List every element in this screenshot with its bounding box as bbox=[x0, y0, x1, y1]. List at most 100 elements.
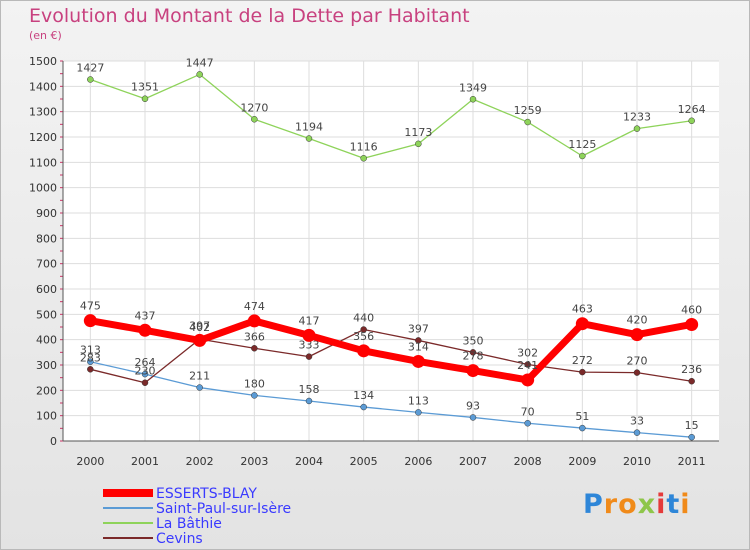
legend-item: Saint-Paul-sur-Isère bbox=[103, 501, 291, 517]
y-tick-label: 1300 bbox=[29, 106, 57, 119]
y-tick-label: 1100 bbox=[29, 156, 57, 169]
data-point bbox=[521, 373, 535, 387]
data-point bbox=[524, 420, 531, 427]
legend-item: ESSERTS-BLAY bbox=[103, 486, 257, 502]
data-point bbox=[469, 414, 477, 421]
data-point bbox=[302, 328, 316, 342]
chart-title: Evolution du Montant de la Dette par Hab… bbox=[29, 5, 470, 27]
data-label: 1173 bbox=[404, 126, 432, 139]
data-point bbox=[415, 337, 422, 344]
data-point bbox=[141, 370, 149, 378]
data-point bbox=[466, 364, 480, 378]
data-label: 51 bbox=[575, 410, 589, 423]
series-saint-paul-sur-is-re: 313 264 211 180 158 134 113 93 70 51 33 15 bbox=[80, 344, 699, 441]
data-point bbox=[193, 333, 207, 347]
data-label: 475 bbox=[80, 300, 101, 313]
data-label: 15 bbox=[685, 419, 699, 432]
x-tick-label: 2004 bbox=[295, 455, 323, 468]
data-point bbox=[305, 353, 313, 360]
data-point bbox=[469, 349, 477, 356]
y-tick-label: 200 bbox=[36, 384, 57, 397]
data-label: 236 bbox=[681, 363, 702, 376]
series-cevins: 283 230 402 366 333 440 397 350 302 272 270 236 bbox=[80, 312, 702, 386]
data-label: 1125 bbox=[568, 138, 596, 151]
data-label: 1270 bbox=[240, 101, 268, 114]
y-tick-label: 600 bbox=[36, 283, 57, 296]
data-point bbox=[579, 368, 586, 376]
data-point bbox=[415, 409, 422, 416]
data-point bbox=[251, 345, 258, 352]
y-tick-label: 300 bbox=[36, 359, 57, 372]
data-point bbox=[688, 117, 695, 125]
chart-subtitle: (en €) bbox=[29, 29, 62, 42]
data-point bbox=[685, 317, 699, 331]
data-label: 70 bbox=[521, 405, 535, 418]
data-label: 1194 bbox=[295, 121, 323, 134]
data-label: 272 bbox=[572, 354, 593, 367]
data-point bbox=[196, 384, 203, 391]
data-label: 278 bbox=[463, 350, 484, 363]
data-point bbox=[357, 344, 371, 358]
data-point bbox=[305, 397, 313, 405]
y-tick-label: 500 bbox=[36, 308, 57, 321]
data-point bbox=[251, 392, 258, 399]
y-tick-label: 100 bbox=[36, 410, 57, 423]
data-label: 302 bbox=[517, 346, 538, 359]
data-label: 283 bbox=[80, 351, 101, 364]
data-point bbox=[524, 361, 531, 368]
data-point bbox=[575, 317, 589, 331]
y-tick-label: 900 bbox=[36, 207, 57, 220]
data-label: 1349 bbox=[459, 81, 487, 94]
y-tick-label: 800 bbox=[36, 232, 57, 245]
x-tick-label: 2006 bbox=[404, 455, 432, 468]
data-point bbox=[579, 152, 586, 160]
data-point bbox=[688, 377, 695, 385]
data-point bbox=[630, 328, 644, 342]
data-label: 1427 bbox=[76, 61, 104, 74]
data-point bbox=[196, 71, 203, 78]
data-point bbox=[305, 135, 313, 142]
data-point bbox=[247, 314, 261, 328]
x-tick-label: 2007 bbox=[459, 455, 487, 468]
data-label: 158 bbox=[299, 383, 320, 396]
data-point bbox=[83, 314, 97, 328]
series-line bbox=[90, 73, 692, 159]
y-tick-label: 1400 bbox=[29, 80, 57, 93]
data-label: 241 bbox=[517, 359, 538, 372]
data-point bbox=[87, 366, 94, 373]
x-tick-label: 2009 bbox=[568, 455, 596, 468]
data-label: 1259 bbox=[514, 104, 542, 117]
data-point bbox=[415, 140, 422, 148]
legend-label: ESSERTS-BLAY bbox=[156, 486, 257, 502]
data-point bbox=[360, 403, 367, 411]
data-label: 440 bbox=[353, 312, 374, 325]
data-label: 230 bbox=[135, 365, 156, 378]
data-label: 1116 bbox=[350, 140, 378, 153]
data-point bbox=[469, 96, 477, 103]
data-point bbox=[87, 358, 94, 365]
y-tick-label: 1200 bbox=[29, 131, 57, 144]
data-label: 1264 bbox=[678, 103, 706, 116]
y-tick-label: 700 bbox=[36, 258, 57, 271]
proxiti-logo: Proxiti bbox=[583, 489, 691, 520]
data-point bbox=[141, 379, 149, 386]
y-tick-label: 1500 bbox=[29, 55, 57, 68]
data-label: 1351 bbox=[131, 81, 159, 94]
data-label: 1233 bbox=[623, 111, 651, 124]
data-label: 460 bbox=[681, 303, 702, 316]
series-line bbox=[90, 328, 692, 384]
data-point bbox=[524, 118, 531, 126]
data-label: 314 bbox=[408, 340, 429, 353]
data-label: 333 bbox=[299, 339, 320, 352]
data-label: 356 bbox=[353, 330, 374, 343]
data-point bbox=[688, 433, 695, 441]
data-label: 474 bbox=[244, 300, 265, 313]
data-label: 93 bbox=[466, 399, 480, 412]
legend-item: La Bâthie bbox=[103, 516, 222, 532]
x-tick-label: 2002 bbox=[186, 455, 214, 468]
legend-label: Saint-Paul-sur-Isère bbox=[156, 501, 291, 517]
data-label: 366 bbox=[244, 330, 265, 343]
x-tick-label: 2005 bbox=[350, 455, 378, 468]
